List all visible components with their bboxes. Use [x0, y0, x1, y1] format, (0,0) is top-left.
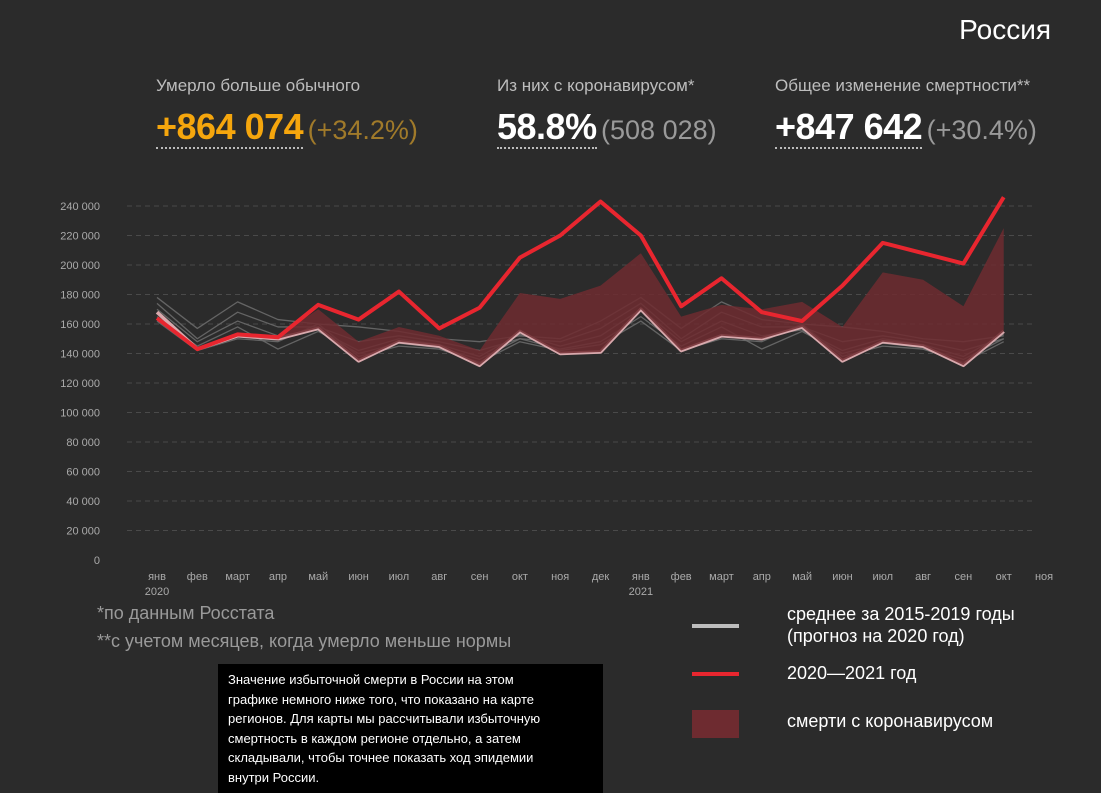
x-tick-label: ноя — [551, 571, 569, 583]
note-line: регионов. Для карты мы рассчитывали избы… — [228, 711, 541, 726]
series-line — [155, 196, 1006, 352]
y-tick-label: 240 000 — [60, 201, 100, 213]
x-tick-label: май — [792, 571, 812, 583]
stat-value: +864 074 — [156, 106, 304, 149]
footnote: **с учетом месяцев, когда умерло меньше … — [97, 631, 512, 651]
footnote: *по данным Росстата — [97, 603, 275, 623]
x-tick-label: апр — [269, 571, 287, 583]
note-line: складывали, чтобы точнее показать ход эп… — [228, 750, 534, 765]
covid-area — [237, 228, 1004, 366]
note-line: графике немного ниже того, что показано … — [228, 691, 534, 707]
x-tick-label: март — [709, 571, 734, 583]
y-tick-label: 0 — [94, 555, 100, 567]
y-tick-label: 180 000 — [60, 290, 100, 302]
stat-extra: (+34.2%) — [307, 115, 418, 145]
y-tick-label: 200 000 — [60, 260, 100, 272]
legend-swatch — [692, 672, 739, 676]
x-tick-label: май — [308, 571, 328, 583]
y-tick-label: 120 000 — [60, 378, 100, 390]
y-tick-label: 160 000 — [60, 319, 100, 331]
stat-value: +847 642 — [775, 106, 923, 149]
x-tick-label: фев — [671, 571, 692, 583]
stat-value: 58.8% — [497, 106, 597, 149]
legend-swatch — [692, 710, 739, 738]
x-tick-label: март — [225, 571, 250, 583]
stat: Из них с коронавирусом* 58.8% (508 028) — [497, 76, 717, 149]
legend-swatch — [692, 624, 739, 628]
chart: 0 20 000 40 000 60 000 80 000 100 000 120 000 1… — [60, 196, 1053, 598]
legend-label: смерти с коронавирусом — [787, 711, 994, 731]
stat-extra: (508 028) — [601, 115, 717, 145]
x-tick-label: сен — [471, 571, 489, 583]
x-tick-label: апр — [753, 571, 771, 583]
x-tick-label: авг — [915, 571, 931, 583]
stat-label: Общее изменение смертности** — [775, 76, 1031, 95]
note-line: Значение избыточной смерти в России на э… — [228, 672, 514, 687]
note: Значение избыточной смерти в России на э… — [218, 664, 603, 793]
x-tick-label: авг — [431, 571, 447, 583]
x-tick-label: сен — [955, 571, 973, 583]
region-title: Россия — [959, 14, 1051, 45]
x-tick-label: фев — [187, 571, 208, 583]
y-tick-label: 140 000 — [60, 349, 100, 361]
x-tick-label: янв 2020 — [145, 571, 169, 598]
y-tick-label: 220 000 — [60, 231, 100, 243]
x-tick-label: окт — [512, 571, 528, 583]
y-tick-label: 100 000 — [60, 408, 100, 420]
y-tick-label: 20 000 — [66, 526, 100, 538]
note-line: внутри России. — [228, 769, 320, 785]
legend-label: 2020—2021 год — [787, 663, 917, 683]
note-line: смертность в каждом регионе отдельно, а … — [228, 730, 521, 746]
stat: Общее изменение смертности** +847 642 (+… — [775, 76, 1037, 149]
stat-extra: (+30.4%) — [926, 115, 1037, 145]
x-tick-label: дек — [592, 571, 610, 583]
x-tick-label: июн — [832, 571, 852, 583]
y-tick-label: 80 000 — [66, 437, 100, 449]
stat: Умерло больше обычного +864 074 (+34.2%) — [156, 76, 418, 149]
x-tick-label: июл — [389, 571, 410, 583]
x-tick-label: ноя — [1035, 571, 1053, 583]
stat-label: Умерло больше обычного — [156, 76, 361, 95]
y-tick-label: 60 000 — [66, 467, 100, 479]
x-tick-label: июл — [872, 571, 893, 583]
x-tick-label: янв 2021 — [629, 571, 653, 598]
legend-label: среднее за 2015-2019 годы (прогноз на 20… — [787, 604, 1015, 646]
stat-label: Из них с коронавирусом* — [497, 76, 695, 95]
x-tick-label: июн — [348, 571, 368, 583]
y-tick-label: 40 000 — [66, 496, 100, 508]
x-tick-label: окт — [996, 571, 1012, 583]
